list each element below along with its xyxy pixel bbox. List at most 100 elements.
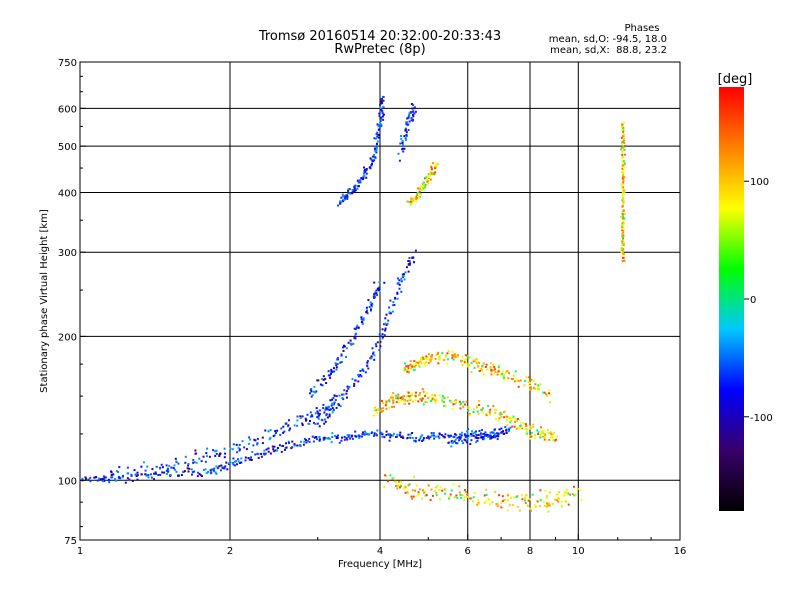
data-point [200,475,203,477]
data-point [624,153,626,156]
data-point [376,140,379,143]
data-point [456,355,459,358]
data-point [401,140,404,142]
data-point [400,135,402,137]
data-point [398,279,401,282]
data-point [373,406,376,409]
data-point [622,162,624,165]
data-point [432,432,435,435]
data-point [497,370,500,373]
data-point [274,432,277,434]
data-point [496,432,499,435]
data-point [210,471,213,474]
data-point [414,440,417,443]
data-point [318,425,321,428]
data-point [407,270,410,273]
data-point [236,451,239,454]
data-point [345,437,348,440]
data-point [623,217,626,220]
data-point [481,429,483,431]
data-point [316,422,319,425]
data-point [390,434,393,437]
data-point [322,438,325,441]
data-point [546,395,549,398]
data-point [184,461,187,464]
data-point [416,484,419,487]
data-point [381,410,384,412]
data-point [422,183,425,186]
data-point [483,437,486,440]
data-point [487,497,490,500]
data-point [343,389,346,392]
data-point [549,431,552,434]
data-point [153,478,155,481]
data-point [147,474,150,477]
data-point [467,434,470,437]
data-point [261,442,264,445]
data-point [368,166,371,169]
data-point [499,413,502,416]
data-point [267,450,270,453]
data-point [196,475,199,478]
data-point [463,358,466,361]
data-point [397,282,400,284]
data-point [378,128,381,131]
data-point [429,174,431,177]
data-point [340,361,343,363]
data-point [349,342,352,345]
data-point [419,398,422,400]
data-point [165,473,168,475]
data-point [335,406,338,409]
data-point [338,441,341,444]
data-point [409,394,412,397]
data-point [374,433,377,436]
data-point [563,494,566,497]
data-point [547,431,550,434]
data-point [378,408,381,411]
data-point [346,396,348,399]
data-point [531,493,534,496]
data-point [430,168,433,171]
data-point [271,445,274,448]
stats-line-x: mean, sd,X: 88.8, 23.2 [550,45,667,56]
data-point [493,366,496,368]
data-point [414,394,417,397]
data-point [444,433,447,436]
data-point [191,473,193,476]
data-point [332,403,334,405]
data-point [450,489,453,492]
data-point [147,476,150,479]
data-point [439,498,441,501]
data-point [499,373,502,376]
data-point [498,428,501,431]
data-point [481,411,484,414]
data-point [622,164,625,167]
data-point [202,469,205,472]
data-point [396,297,399,300]
data-point [383,281,386,284]
data-point [344,194,347,197]
data-point [471,430,473,433]
data-point [621,252,624,255]
data-point [380,108,383,111]
data-point [269,452,272,455]
data-point [417,187,419,190]
data-point [397,393,400,396]
data-point [186,467,189,470]
data-point [422,189,425,192]
data-point [409,203,412,206]
data-point [551,436,554,439]
data-point [529,381,532,384]
data-point [310,388,313,391]
data-point [371,163,373,166]
data-point [556,435,558,438]
data-point [406,491,409,494]
data-point [335,435,338,438]
data-point [434,167,437,170]
data-point [481,369,483,372]
data-point [548,491,551,494]
data-point [379,107,382,110]
data-point [413,475,415,478]
data-point [363,168,366,171]
